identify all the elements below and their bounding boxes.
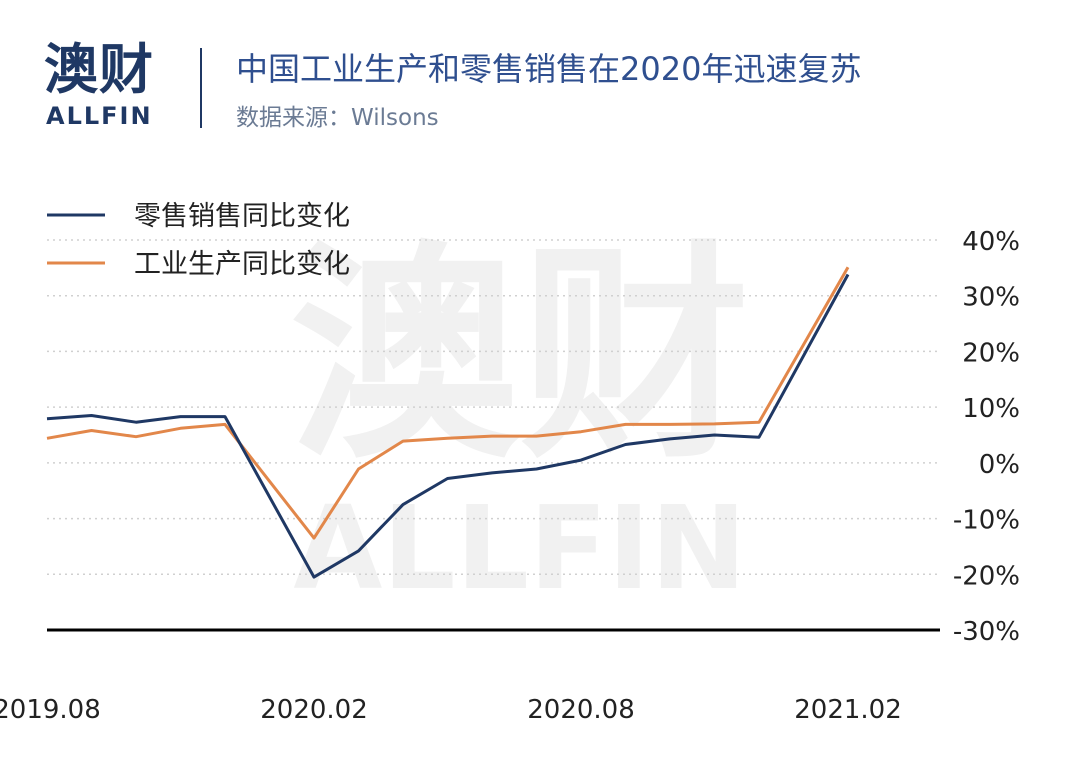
- allfin-logo: 澳财 ALLFIN: [44, 40, 164, 132]
- watermark: 澳财 ALLFIN: [290, 223, 750, 616]
- series-line: [46, 266, 850, 540]
- y-tick-label: 0%: [979, 450, 1020, 480]
- x-axis-ticks: 2019.08 2020.02 2020.08 2021.02: [0, 695, 902, 725]
- x-tick-label: 2020.08: [527, 695, 635, 725]
- series-line: [46, 273, 850, 579]
- y-tick-label: 10%: [962, 394, 1020, 424]
- logo-english-text: ALLFIN: [46, 102, 153, 130]
- y-tick-label: 40%: [962, 227, 1020, 257]
- y-tick-label: -10%: [953, 506, 1020, 536]
- watermark-english: ALLFIN: [293, 482, 746, 616]
- series-lines: [46, 266, 850, 579]
- x-tick-label: 2020.02: [260, 695, 368, 725]
- y-tick-label: -30%: [953, 617, 1020, 647]
- source-note: 数据来源：Wilsons: [236, 105, 439, 131]
- gridlines: [47, 239, 940, 632]
- y-axis-ticks: 40% 30% 20% 10% 0% -10% -20% -30%: [953, 227, 1020, 647]
- y-tick-label: 30%: [962, 283, 1020, 313]
- header-divider: [200, 48, 202, 128]
- x-tick-label: 2021.02: [794, 695, 902, 725]
- y-tick-label: -20%: [953, 561, 1020, 591]
- watermark-chinese: 澳财: [290, 223, 750, 490]
- x-tick-label: 2019.08: [0, 695, 101, 725]
- logo-chinese-text: 澳财: [44, 38, 154, 101]
- chart-title: 中国工业生产和零售销售在2020年迅速复苏: [236, 50, 862, 88]
- legend-label: 工业生产同比变化: [134, 249, 350, 280]
- legend-label: 零售销售同比变化: [134, 201, 350, 232]
- y-tick-label: 20%: [962, 338, 1020, 368]
